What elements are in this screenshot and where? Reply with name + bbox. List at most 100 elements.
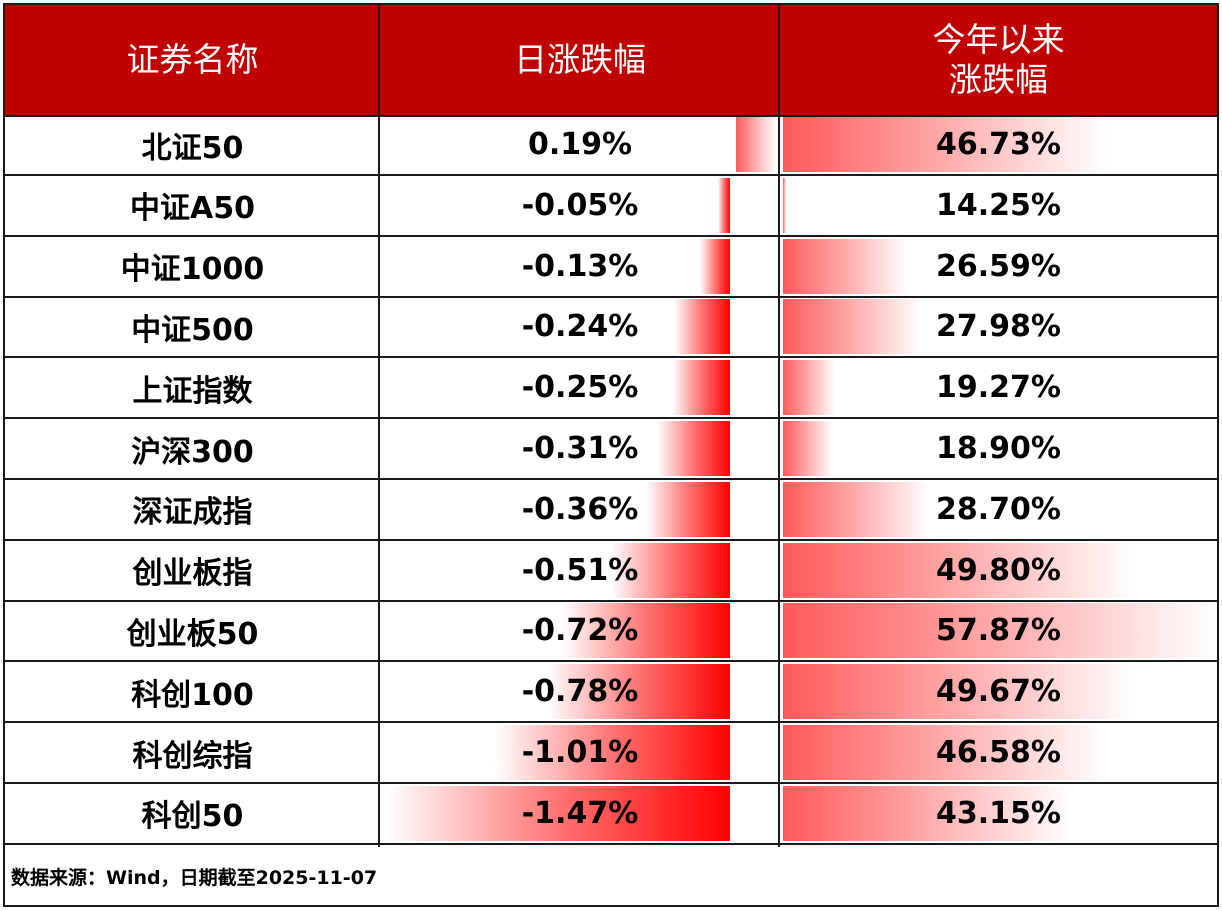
daily-change: -1.01% — [380, 723, 780, 782]
ytd-change-value: 49.67% — [936, 674, 1061, 710]
daily-change-value: -0.05% — [521, 187, 639, 223]
column-divider — [378, 5, 380, 847]
daily-change: 0.19% — [380, 115, 780, 174]
security-name-text: 中证500 — [131, 312, 254, 348]
daily-change-value: -1.47% — [521, 795, 639, 831]
security-name-text: 沪深300 — [131, 434, 254, 470]
ytd-change-bar — [783, 360, 836, 416]
security-name-text: 深证成指 — [132, 495, 253, 531]
daily-change-value: -0.78% — [521, 674, 639, 710]
security-name-text: 科创100 — [131, 677, 254, 713]
ytd-change-bar — [783, 481, 929, 537]
ytd-change-value: 19.27% — [936, 370, 1061, 406]
daily-change-value: 0.19% — [527, 127, 633, 162]
daily-change-value: -0.13% — [521, 248, 639, 284]
daily-change-value: -0.72% — [521, 613, 639, 649]
table-row: 中证500 -0.24% 27.98% — [5, 297, 1217, 359]
daily-change-bar — [610, 542, 730, 598]
daily-change: -0.78% — [380, 662, 780, 721]
security-name: 创业板50 — [5, 601, 380, 660]
source-note: 数据来源：Wind，日期截至2025-11-07 — [11, 866, 378, 889]
header-ytd-change: 今年以来 涨跌幅 — [780, 5, 1217, 115]
column-divider — [778, 5, 780, 847]
daily-change: -0.51% — [380, 541, 780, 600]
table-row: 中证1000 -0.13% 26.59% — [5, 237, 1217, 298]
ytd-change: 18.90% — [780, 419, 1217, 478]
index-performance-table: 证券名称 日涨跌幅 今年以来 涨跌幅 北证50 0.19% 46.73% 中证A50 -… — [3, 3, 1219, 907]
daily-change-bar — [645, 481, 730, 537]
ytd-change-value: 46.73% — [936, 127, 1061, 162]
daily-change-bar — [547, 664, 730, 720]
security-name: 科创50 — [5, 784, 380, 843]
ytd-change-value: 28.70% — [936, 491, 1061, 527]
ytd-change-bar — [783, 603, 1217, 659]
security-name-text: 科创50 — [141, 799, 244, 835]
table-row: 北证50 0.19% 46.73% — [5, 115, 1217, 176]
security-name: 中证1000 — [5, 237, 380, 296]
header-security-name: 证券名称 — [126, 40, 259, 79]
ytd-change-value: 46.58% — [936, 735, 1061, 770]
ytd-change: 49.67% — [780, 662, 1217, 721]
table-row: 创业板50 -0.72% 57.87% — [5, 601, 1217, 663]
ytd-change-bar — [783, 421, 832, 476]
table-row: 科创50 -1.47% 43.15% — [5, 784, 1217, 845]
security-name-text: 北证50 — [141, 130, 244, 166]
daily-change: -0.25% — [380, 358, 780, 417]
ytd-change-value: 14.25% — [936, 187, 1061, 223]
daily-change: -0.05% — [380, 176, 780, 235]
daily-change: -0.31% — [380, 419, 780, 478]
daily-change-value: -0.24% — [521, 309, 639, 345]
ytd-change-value: 43.15% — [936, 795, 1061, 831]
table-row: 创业板指 -0.51% 49.80% — [5, 541, 1217, 602]
security-name-text: 中证1000 — [120, 252, 265, 288]
ytd-change-bar — [783, 664, 1137, 720]
ytd-change: 26.59% — [780, 237, 1217, 296]
ytd-change: 19.27% — [780, 358, 1217, 417]
security-name: 北证50 — [5, 115, 380, 174]
daily-change-value: -1.01% — [521, 735, 639, 770]
security-name: 中证A50 — [5, 176, 380, 235]
ytd-change: 57.87% — [780, 601, 1217, 660]
security-name-text: 上证指数 — [132, 373, 253, 409]
ytd-change: 46.58% — [780, 723, 1217, 782]
daily-change-value: -0.51% — [521, 552, 639, 588]
daily-change-bar — [671, 360, 730, 416]
ytd-change: 46.73% — [780, 115, 1217, 174]
ytd-change-value: 49.80% — [936, 552, 1061, 588]
ytd-change-bar — [783, 238, 908, 294]
daily-change-bar — [386, 785, 730, 841]
security-name-text: 创业板50 — [126, 616, 259, 652]
ytd-change-bar — [783, 299, 922, 355]
ytd-change-bar — [783, 785, 1072, 841]
daily-change: -0.36% — [380, 480, 780, 539]
table-header: 证券名称 日涨跌幅 今年以来 涨跌幅 — [5, 5, 1217, 117]
security-name: 深证成指 — [5, 480, 380, 539]
security-name-text: 科创综指 — [132, 738, 253, 774]
daily-change-value: -0.36% — [521, 491, 639, 527]
daily-change-bar — [718, 177, 730, 233]
daily-change: -0.24% — [380, 297, 780, 356]
ytd-change-value: 18.90% — [936, 431, 1061, 466]
security-name: 中证500 — [5, 297, 380, 356]
security-name: 科创100 — [5, 662, 380, 721]
security-name: 上证指数 — [5, 358, 380, 417]
ytd-change: 14.25% — [780, 176, 1217, 235]
daily-change: -1.47% — [380, 784, 780, 843]
ytd-change-value: 27.98% — [936, 309, 1061, 345]
ytd-change-bar — [783, 117, 1108, 172]
ytd-change-bar — [783, 177, 786, 233]
security-name-text: 中证A50 — [130, 191, 255, 227]
ytd-change-value: 57.87% — [936, 613, 1061, 649]
table-row: 深证成指 -0.36% 28.70% — [5, 480, 1217, 541]
daily-change-bar — [673, 299, 730, 355]
daily-change: -0.13% — [380, 237, 780, 296]
ytd-change-bar — [783, 725, 1106, 780]
daily-change-value: -0.31% — [521, 431, 639, 466]
table-row: 上证指数 -0.25% 19.27% — [5, 358, 1217, 420]
daily-change-bar — [561, 603, 730, 659]
security-name: 创业板指 — [5, 541, 380, 600]
daily-change-bar — [736, 117, 776, 172]
header-ytd-line1: 今年以来 — [932, 20, 1065, 59]
ytd-change: 49.80% — [780, 541, 1217, 600]
header-daily-change: 日涨跌幅 — [514, 40, 646, 79]
